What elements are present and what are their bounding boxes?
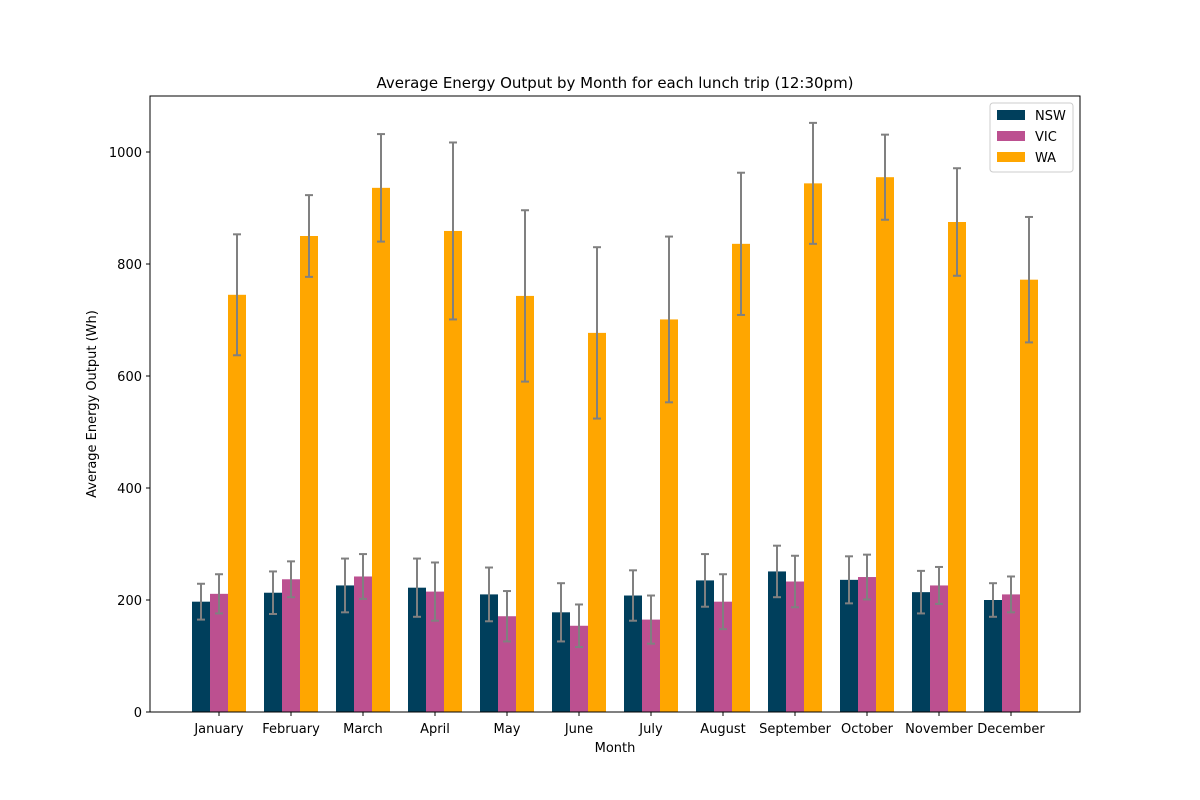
bar-nsw [408,587,426,712]
bar-wa [660,319,678,712]
bar-wa [516,295,534,712]
bar-wa [228,294,246,712]
x-tick-label: October [841,722,894,737]
y-tick-label: 600 [117,370,142,385]
bar-nsw [192,601,210,712]
bar-nsw [264,592,282,712]
legend-label-wa: WA [1035,151,1056,166]
chart-title: Average Energy Output by Month for each … [376,74,853,92]
bar-wa [444,230,462,712]
bar-nsw [336,585,354,712]
bar-wa [1020,279,1038,712]
bar-vic [858,577,876,712]
bar-wa [948,222,966,712]
x-tick-label: May [494,722,521,737]
bar-vic [426,591,444,712]
bar-vic [282,579,300,712]
plot-area [192,121,1038,713]
bar-wa [372,187,390,713]
bar-vic [498,616,516,712]
y-tick-label: 0 [134,706,142,721]
y-tick-label: 800 [117,258,142,273]
bar-nsw [768,571,786,712]
bar-vic [786,581,804,712]
legend-swatch-wa [997,152,1025,162]
bar-nsw [624,595,642,712]
bar-nsw [552,612,570,712]
bar-vic [210,593,228,712]
bar-vic [1002,594,1020,712]
legend-label-nsw: NSW [1035,109,1066,124]
y-axis-label: Average Energy Output (Wh) [85,310,100,498]
x-tick-label: June [564,722,593,737]
bar-vic [930,585,948,712]
y-axis: 0 200 400 600 800 1000 [109,146,150,721]
x-axis: January February March April May June July Augu… [193,712,1045,737]
y-tick-label: 400 [117,482,142,497]
bar-wa [876,177,894,712]
bar-nsw [984,600,1002,712]
legend-swatch-vic [997,131,1025,141]
x-tick-label: July [638,722,663,737]
x-tick-label: August [700,722,746,737]
bar-vic [714,601,732,712]
x-tick-label: December [977,722,1045,737]
axes-frame [149,95,1081,713]
x-tick-label: September [759,722,832,737]
y-tick-label: 200 [117,594,142,609]
legend: NSW VIC WA [989,102,1074,173]
bar-vic [642,619,660,712]
x-tick-label: November [905,722,973,737]
bar-vic [570,625,588,712]
bar-wa [804,183,822,713]
x-axis-label: Month [595,741,636,756]
y-tick-label: 1000 [109,146,142,161]
x-tick-label: February [262,722,320,737]
bar-wa [300,236,318,712]
x-tick-label: January [193,722,244,737]
bar-wa [732,243,750,712]
bar-nsw [840,579,858,712]
bar-wa [588,332,606,712]
bar-vic [354,576,372,712]
x-tick-label: March [343,722,383,737]
bar-nsw [912,592,930,712]
legend-swatch-nsw [997,110,1025,120]
x-tick-label: April [420,722,450,737]
legend-label-vic: VIC [1035,130,1057,145]
bar-nsw [696,580,714,712]
bar-nsw [480,594,498,712]
